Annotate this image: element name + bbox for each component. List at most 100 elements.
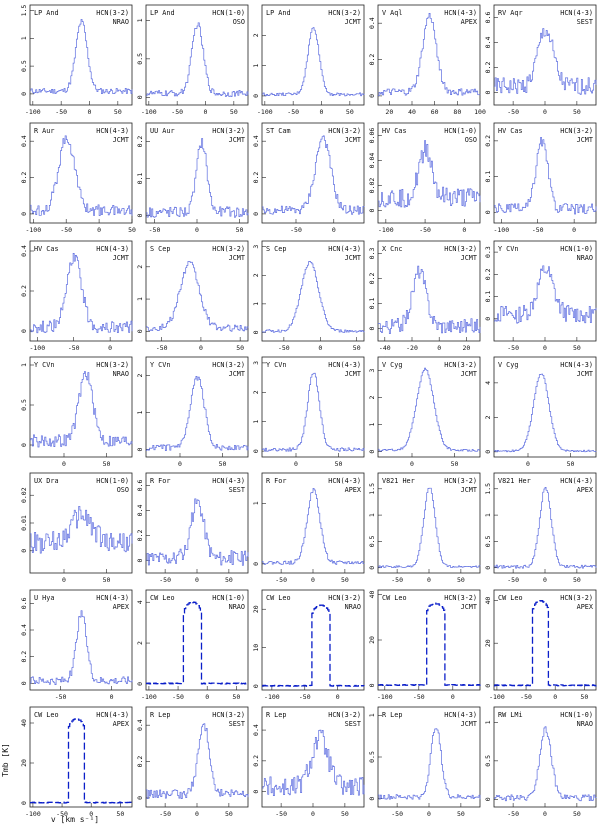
y-axis-title: Tmb [K] <box>1 743 10 777</box>
y-tick-label: 4 <box>136 600 144 604</box>
panel-frame <box>377 240 481 342</box>
source-label: RV Aqr <box>498 9 523 17</box>
x-tick-label: -50 <box>172 693 184 701</box>
transition-label: HCN(4-3) <box>444 711 477 719</box>
panel-frame <box>145 4 249 106</box>
telescope-label: SEST <box>229 720 245 728</box>
y-tick-label: 0.2 <box>368 273 376 285</box>
y-tick-label: 0 <box>484 450 492 454</box>
x-tick-label: -50 <box>156 344 168 352</box>
y-tick-label: 0 <box>136 682 144 686</box>
spectrum-line <box>494 137 597 215</box>
y-tick-label: 0 <box>368 94 376 98</box>
transition-label: HCN(3-2) <box>444 361 477 369</box>
spectrum-line <box>262 604 365 687</box>
transition-label: HCN(3-2) <box>560 594 593 602</box>
x-tick-label: -50 <box>532 226 544 234</box>
y-tick-label: 0.4 <box>136 505 144 517</box>
y-tick-label: 0 <box>484 797 492 801</box>
spectrum-panel: 20 40 60 80 100 0 0.2 0.4 V Aql HCN(4-3)APEX <box>368 4 486 116</box>
x-tick-label: 0 <box>195 226 199 234</box>
transition-label: HCN(4-3) <box>96 245 129 253</box>
y-tick-label: 0.3 <box>368 248 376 260</box>
x-tick-label: 50 <box>236 344 244 352</box>
source-label: LP And <box>266 9 291 17</box>
spectrum-panel: -50 0 50 0 1 2 S Cep HCN(3-2)JCMT <box>136 240 249 352</box>
x-axis-title: v [km s⁻¹] <box>51 815 99 824</box>
telescope-label: JCMT <box>345 136 361 144</box>
panel-frame <box>29 356 133 458</box>
transition-label: HCN(3-2) <box>212 245 245 253</box>
transition-label: HCN(3-2) <box>444 245 477 253</box>
spectrum-panel: -50 0 50 0 0.2 0.4 0.6 RV Aqr HCN(4-3)SEST <box>484 4 597 116</box>
y-tick-label: 0.2 <box>20 172 28 184</box>
y-tick-label: 0.2 <box>368 54 376 66</box>
x-tick-label: -50 <box>275 576 287 584</box>
y-tick-label: 1 <box>252 302 260 306</box>
panel-frame <box>377 4 481 106</box>
spectrum-panel: -100 -50 0 50 0 1 2 LP And HCN(3-2)JCMT <box>252 4 365 116</box>
panel-frame <box>29 4 133 106</box>
x-tick-label: 0 <box>195 576 199 584</box>
telescope-label: JCMT <box>461 603 477 611</box>
spectrum-line <box>146 498 249 566</box>
y-tick-label: 0.02 <box>368 178 376 194</box>
x-tick-label: 50 <box>335 460 343 468</box>
x-tick-label: 50 <box>341 810 349 818</box>
x-tick-label: -50 <box>171 108 183 116</box>
spectrum-line <box>262 372 365 452</box>
y-tick-label: 2 <box>484 415 492 419</box>
spectrum-panel: -100 -50 0 50 0 0.5 1 LP And HCN(1-0)OSO <box>136 4 249 116</box>
telescope-label: JCMT <box>113 254 129 262</box>
y-tick-label: 3 <box>252 361 260 365</box>
y-tick-label: 0 <box>20 329 28 333</box>
telescope-label: APEX <box>113 603 130 611</box>
x-tick-label: -50 <box>60 226 72 234</box>
x-tick-label: 50 <box>225 810 233 818</box>
spectrum-line <box>146 261 249 332</box>
y-tick-label: 0.1 <box>484 291 492 303</box>
y-tick-label: 1 <box>136 18 144 22</box>
x-tick-label: 0 <box>553 693 557 701</box>
y-tick-label: 0.06 <box>368 128 376 144</box>
x-tick-label: 0 <box>89 810 93 818</box>
y-tick-label: 0 <box>20 801 28 805</box>
telescope-label: APEX <box>577 603 594 611</box>
spectrum-panel: -50 0 50 0 1 R For HCN(4-3)APEX <box>252 472 365 584</box>
spectrum-line <box>30 610 133 685</box>
spectrum-panel: -50 0 50 0 0.5 1 1.5 V821 Her HCN(3-2)JCMT <box>368 472 481 584</box>
y-tick-label: 0 <box>368 683 376 687</box>
x-tick-label: 0 <box>451 693 455 701</box>
x-tick-label: 50 <box>236 226 244 234</box>
x-tick-label: 0 <box>62 576 66 584</box>
telescope-label: APEX <box>113 720 130 728</box>
source-label: Y CVn <box>498 245 518 253</box>
source-label: HV Cas <box>382 127 407 135</box>
telescope-label: JCMT <box>461 370 477 378</box>
x-tick-label: -50 <box>149 226 161 234</box>
y-tick-label: 0 <box>368 797 376 801</box>
transition-label: HCN(3-2) <box>212 711 245 719</box>
spectrum-line <box>146 376 249 452</box>
spectrum-panel: -100 -50 0 50 0 20 40 CW Leo HCN(4-3)APEX <box>20 706 133 818</box>
x-tick-label: -50 <box>56 810 68 818</box>
spectrum-line <box>30 718 132 804</box>
y-tick-label: 0.02 <box>20 487 28 503</box>
y-tick-label: 0 <box>20 92 28 96</box>
spectrum-panel: -40 -20 0 20 0 0.1 0.2 0.3 X Cnc HCN(3-2)JCMT <box>368 240 481 352</box>
panel-frame <box>145 356 249 458</box>
source-label: UU Aur <box>150 127 175 135</box>
transition-label: HCN(3-2) <box>328 9 361 17</box>
source-label: Y CVn <box>150 361 170 369</box>
transition-label: HCN(4-3) <box>96 127 129 135</box>
x-tick-label: 0 <box>320 108 324 116</box>
telescope-label: JCMT <box>113 136 129 144</box>
y-tick-label: 0 <box>368 450 376 454</box>
y-tick-label: 0.5 <box>20 399 28 411</box>
y-tick-label: 0.1 <box>484 171 492 183</box>
telescope-label: APEX <box>577 486 594 494</box>
x-tick-label: 20 <box>462 344 470 352</box>
spectrum-panel: -50 0 50 0 0.2 0.4 R Lep HCN(3-2)SEST <box>252 706 365 818</box>
y-tick-label: 2 <box>252 273 260 277</box>
x-tick-label: 0 <box>199 344 203 352</box>
